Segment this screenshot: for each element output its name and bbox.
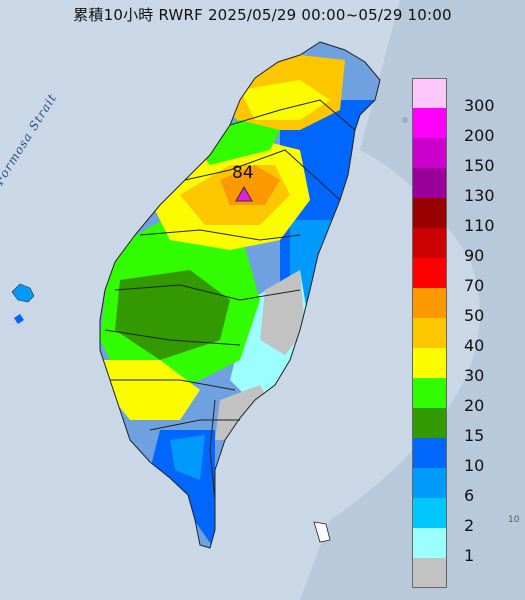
legend-row: 110: [412, 198, 512, 235]
legend-label: 40: [464, 336, 485, 355]
legend-row: [412, 558, 512, 588]
rain-area-30mm-northeast: [240, 80, 330, 120]
legend-swatch: [412, 138, 447, 168]
legend-label: 130: [464, 186, 495, 205]
legend-label: 50: [464, 306, 485, 325]
ocean-shading: [300, 0, 525, 600]
legend-swatch: [412, 108, 447, 138]
legend-row: 200: [412, 108, 512, 145]
legend-swatch: [412, 498, 447, 528]
legend-swatch: [412, 438, 447, 468]
legend-row: 1: [412, 528, 512, 565]
legend-row: 2: [412, 498, 512, 535]
legend-row: 70: [412, 258, 512, 295]
legend-swatch: [412, 198, 447, 228]
legend-swatch: [412, 558, 447, 588]
rainfall-legend: 300 200 150 130 110 90 70 50 40 30 20 15 10 6 2 1: [412, 78, 512, 588]
legend-label: 300: [464, 96, 495, 115]
legend-label: 10: [464, 456, 485, 475]
legend-row: 30: [412, 348, 512, 385]
legend-label: 2: [464, 516, 475, 535]
penghu-islands: [11, 283, 35, 324]
legend-row: 40: [412, 318, 512, 355]
legend-label: 150: [464, 156, 495, 175]
legend-swatch: [412, 468, 447, 498]
legend-swatch: [412, 408, 447, 438]
legend-row: 20: [412, 378, 512, 415]
legend-row: 10: [412, 438, 512, 475]
legend-label: 20: [464, 396, 485, 415]
legend-swatch: [412, 528, 447, 558]
legend-swatch: [412, 228, 447, 258]
legend-row: 50: [412, 288, 512, 325]
legend-label: 30: [464, 366, 485, 385]
legend-swatch: [412, 288, 447, 318]
legend-label: 70: [464, 276, 485, 295]
legend-row: 6: [412, 468, 512, 505]
legend-swatch: [412, 78, 447, 108]
green-island: [313, 521, 331, 543]
map-title: 累積10小時 RWRF 2025/05/29 00:00~05/29 10:00: [73, 6, 452, 24]
legend-swatch: [412, 258, 447, 288]
legend-row: 15: [412, 408, 512, 445]
legend-label: 110: [464, 216, 495, 235]
legend-label: 1: [464, 546, 475, 565]
county-borders: [99, 41, 381, 549]
rain-area-6mm-south: [170, 435, 205, 480]
peak-value-label: 84: [232, 163, 254, 183]
legend-swatch: [412, 318, 447, 348]
legend-label: 200: [464, 126, 495, 145]
legend-row: 300: [412, 78, 512, 115]
corner-text: 10: [508, 515, 520, 525]
legend-swatch: [412, 378, 447, 408]
legend-row: 150: [412, 138, 512, 175]
legend-label: 6: [464, 486, 475, 505]
guishan-island: [402, 117, 408, 123]
rain-area-15mm-west: [115, 270, 230, 360]
peak-marker: [235, 185, 253, 202]
legend-row: 90: [412, 228, 512, 265]
legend-swatch: [412, 348, 447, 378]
legend-row: 130: [412, 168, 512, 205]
rain-area-50mm: [220, 165, 280, 205]
legend-swatch: [412, 168, 447, 198]
rain-area-30mm-southwest: [100, 360, 200, 420]
legend-label: 90: [464, 246, 485, 265]
legend-label: 15: [464, 426, 485, 445]
